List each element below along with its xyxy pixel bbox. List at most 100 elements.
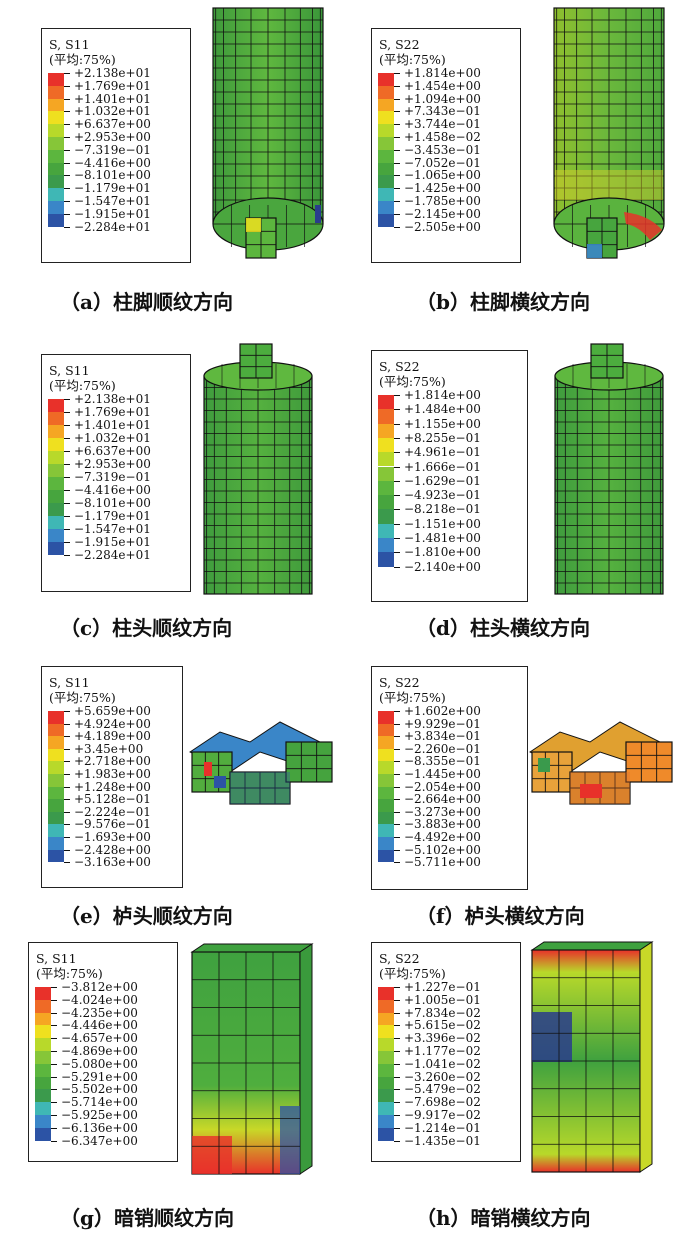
legend-swatch xyxy=(48,73,64,86)
legend-swatch xyxy=(378,111,394,125)
legend-swatch xyxy=(378,987,394,1000)
legend-tick xyxy=(394,111,400,113)
panel-caption: （f）栌头横纹方向 xyxy=(416,904,585,928)
legend-value: −1.435e−01 xyxy=(404,1133,481,1148)
legend-tick xyxy=(64,425,70,426)
legend-tick xyxy=(64,399,70,400)
legend-value: +2.138e+01 xyxy=(74,66,151,80)
legend-tick xyxy=(394,999,400,1001)
legend-tick xyxy=(394,452,400,454)
legend-tick xyxy=(64,438,70,439)
legend-swatch xyxy=(378,509,394,524)
legend-swatch xyxy=(378,162,394,176)
legend-value: −2.664e+00 xyxy=(404,792,481,807)
legend-tick xyxy=(394,1102,400,1104)
legend-swatch xyxy=(48,85,64,99)
panel-e: S, S11 (平均:75%) +5.659e+00 +4.924e+00 +4.189… xyxy=(0,616,350,928)
legend-tick xyxy=(394,552,400,554)
legend-swatch xyxy=(48,162,64,176)
legend-swatch xyxy=(48,529,64,542)
legend-value: −9.576e−01 xyxy=(74,817,151,832)
legend-tick xyxy=(394,423,400,425)
legend-value: −1.041e−02 xyxy=(404,1056,481,1071)
legend-tick xyxy=(64,529,70,530)
legend-value: +1.005e−01 xyxy=(404,992,481,1007)
legend-variable: S, S22 xyxy=(379,359,420,374)
panel-caption: （c）柱头顺纹方向 xyxy=(60,616,233,640)
legend-value: +3.45e+00 xyxy=(74,741,144,756)
legend-value: −4.492e+00 xyxy=(404,830,481,844)
legend-tick xyxy=(51,1115,57,1116)
legend-tick xyxy=(394,824,400,826)
legend-value: −1.151e+00 xyxy=(404,516,481,531)
legend-tick xyxy=(394,811,400,813)
legend-value: −5.925e+00 xyxy=(61,1108,138,1122)
legend-tick xyxy=(394,213,400,215)
legend-swatch xyxy=(48,188,64,201)
legend-value: −7.698e−02 xyxy=(404,1095,481,1110)
legend-tick xyxy=(64,477,70,478)
legend-tick xyxy=(64,188,70,190)
legend-tick xyxy=(51,1012,57,1014)
legend-variable: S, S22 xyxy=(379,951,420,966)
legend-tick xyxy=(64,723,70,725)
legend-value: +4.961e−01 xyxy=(404,445,481,460)
legend-swatch xyxy=(48,736,64,749)
legend-value: +6.637e+00 xyxy=(74,444,151,458)
legend-value: +7.834e−02 xyxy=(404,1005,481,1020)
legend-swatch xyxy=(48,786,64,800)
legend-box: S, S11 (平均:75%) +2.138e+01 +1.769e+01 +1.401… xyxy=(41,28,191,263)
legend-value: −3.260e−02 xyxy=(404,1069,481,1084)
legend-swatch xyxy=(48,516,64,529)
legend-tick xyxy=(51,999,57,1001)
panel-caption: （b）柱脚横纹方向 xyxy=(416,290,590,314)
legend-value: −1.445e+00 xyxy=(404,767,481,781)
legend-value: −4.024e+00 xyxy=(61,992,138,1007)
legend-value: −8.101e+00 xyxy=(74,168,151,183)
legend-tick xyxy=(394,162,400,164)
legend-tick xyxy=(394,862,400,864)
legend-value: −4.446e+00 xyxy=(61,1018,138,1033)
legend-tick xyxy=(394,124,400,126)
legend-value: −7.319e−01 xyxy=(74,470,151,484)
legend-swatch xyxy=(48,542,64,555)
legend-value: +1.814e+00 xyxy=(404,388,481,402)
legend-tick xyxy=(394,1089,400,1091)
legend-swatch xyxy=(378,201,394,214)
legend-value: −7.319e−01 xyxy=(74,142,151,157)
legend-tick xyxy=(51,987,57,988)
legend-tick xyxy=(51,1102,57,1104)
legend-value: −5.102e+00 xyxy=(404,842,481,857)
legend-swatch xyxy=(378,1089,394,1103)
legend-tick xyxy=(394,837,400,838)
legend-swatch xyxy=(378,1063,394,1077)
legend-value: +1.094e+00 xyxy=(404,91,481,106)
legend-swatch xyxy=(48,201,64,214)
legend-tick xyxy=(394,566,400,568)
legend-swatch xyxy=(378,552,394,567)
legend-swatch xyxy=(48,98,64,112)
legend-value: +2.718e+00 xyxy=(74,754,151,769)
legend-value: +3.396e−02 xyxy=(404,1031,481,1046)
legend-value: −3.273e+00 xyxy=(404,804,481,819)
legend-value: −5.714e+00 xyxy=(61,1095,138,1110)
column-base-model-icon xyxy=(212,7,324,259)
legend-value: +1.769e+01 xyxy=(74,78,151,93)
legend-value: +2.953e+00 xyxy=(74,457,151,471)
legend-swatch xyxy=(48,723,64,737)
legend-value: +1.032e+01 xyxy=(74,104,151,119)
legend-tick xyxy=(394,1140,400,1142)
legend-swatch xyxy=(378,213,394,227)
legend-swatch xyxy=(378,423,394,438)
legend-swatch xyxy=(48,837,64,850)
legend-tick xyxy=(64,412,70,413)
legend-swatch xyxy=(378,786,394,800)
legend-swatch xyxy=(378,395,394,410)
legend-swatch xyxy=(378,811,394,825)
legend-value: +1.032e+01 xyxy=(74,431,151,445)
legend-value: +4.189e+00 xyxy=(74,729,151,744)
legend-value: −1.179e+01 xyxy=(74,509,151,523)
legend-tick xyxy=(64,226,70,228)
legend-value: −3.453e−01 xyxy=(404,142,481,157)
dowel-block-model-icon xyxy=(530,941,654,1173)
